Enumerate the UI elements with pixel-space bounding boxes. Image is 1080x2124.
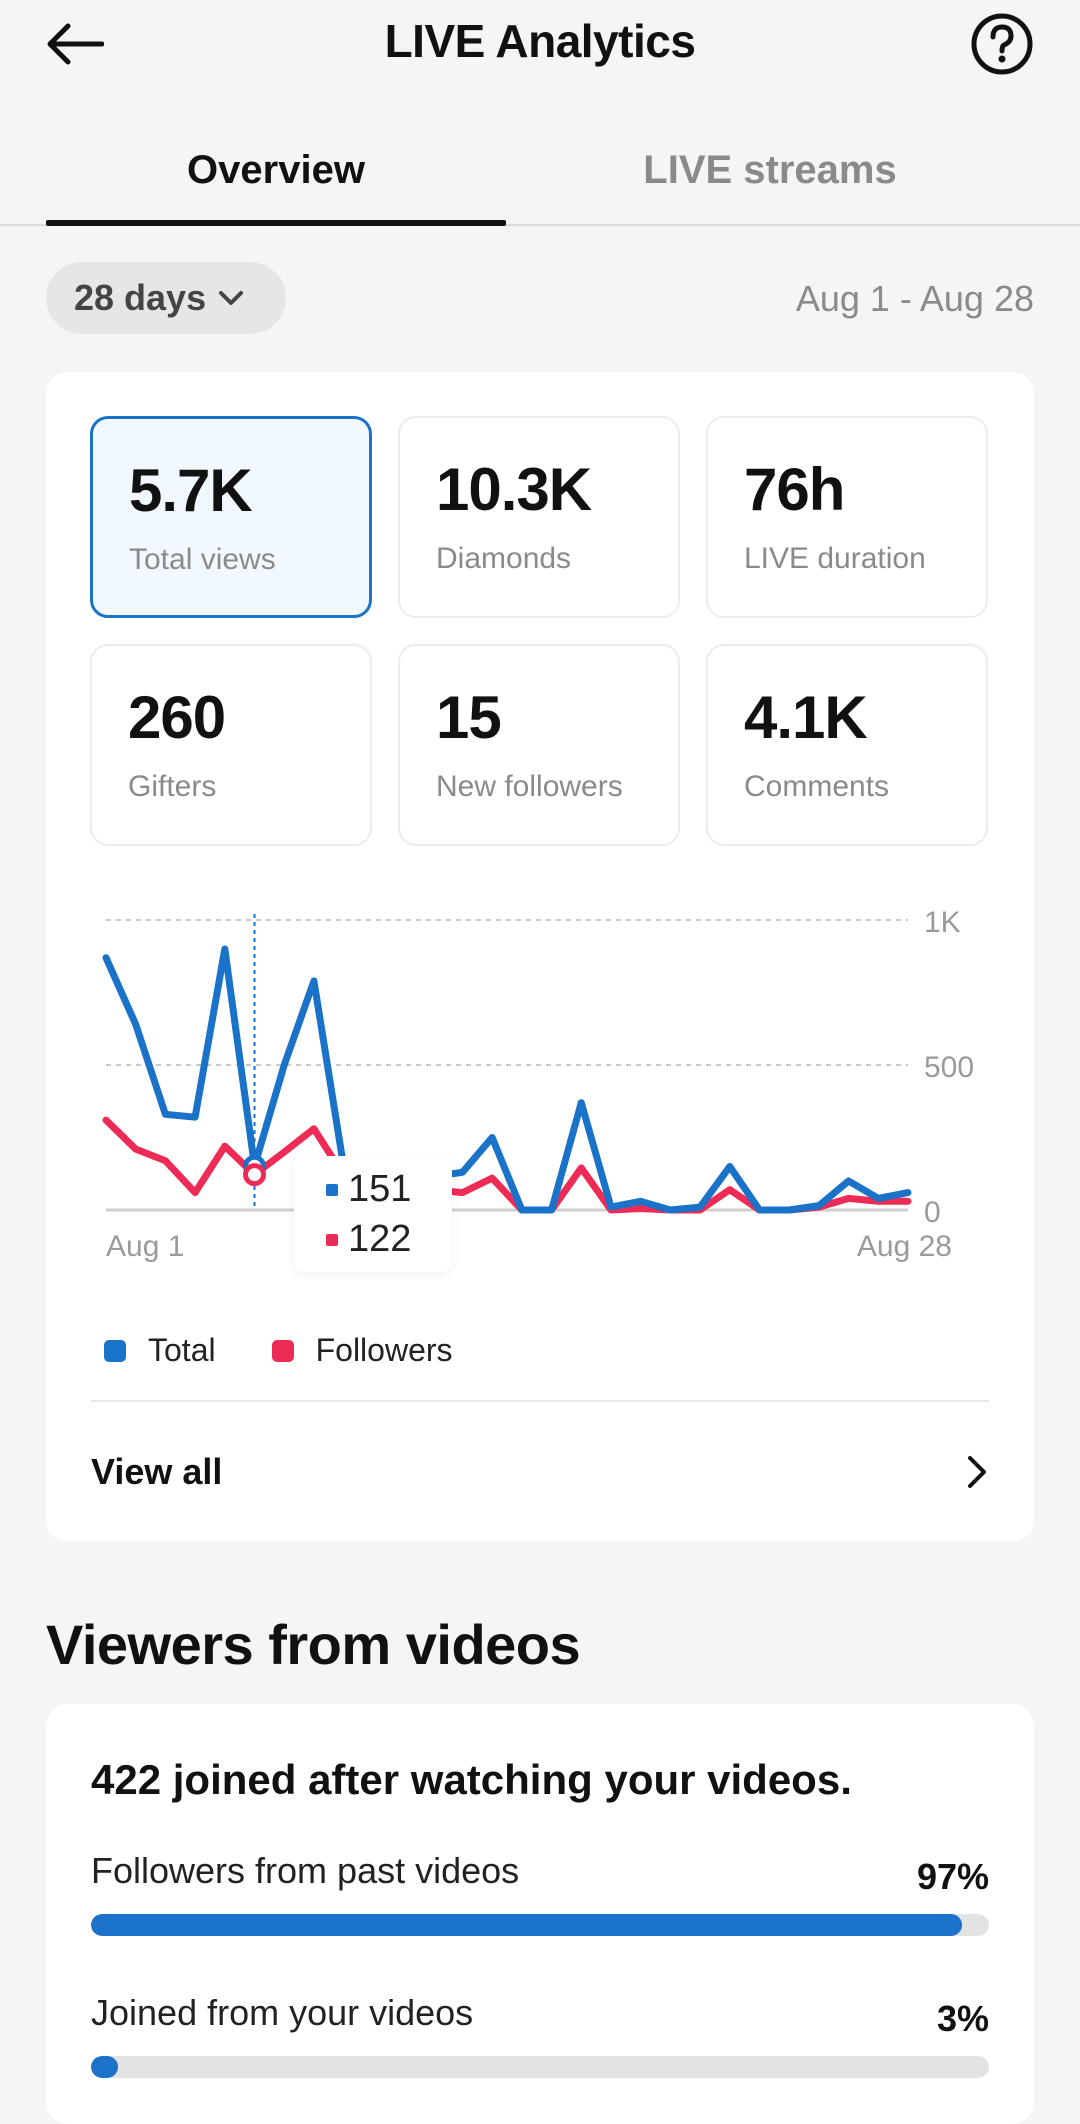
x-tick-label: Aug 1 (106, 1230, 184, 1263)
metric-live-duration[interactable]: 76h LIVE duration (706, 416, 988, 618)
line-chart[interactable]: 1K 500 0 Aug 1 Aug 28 (46, 892, 1034, 1292)
section-title: Viewers from videos (46, 1613, 581, 1676)
metric-new-followers[interactable]: 15 New followers (398, 644, 680, 846)
bar-followers-past-videos: Followers from past videos 97% (91, 1850, 989, 1960)
legend-item-total: Total (104, 1332, 216, 1369)
back-button[interactable] (44, 14, 114, 74)
y-tick-label: 500 (924, 1051, 974, 1084)
legend-swatch-total (104, 1339, 126, 1362)
bar-percent: 3% (936, 1998, 989, 2039)
chart-tooltip: 151 122 (294, 1156, 452, 1272)
chevron-right-icon (968, 1456, 986, 1488)
y-tick-label: 1K (924, 906, 961, 939)
tab-overview[interactable]: Overview (187, 148, 365, 192)
x-tick-label: Aug 28 (857, 1230, 952, 1263)
progress-track (91, 1914, 989, 1936)
views-chart[interactable]: 1K 500 0 Aug 1 Aug 28 (46, 892, 1034, 1292)
question-circle-icon (971, 13, 1033, 75)
active-tab-indicator (46, 220, 506, 226)
series-line-total (102, 945, 912, 1214)
highlight-point-followers (243, 1163, 267, 1187)
metric-diamonds[interactable]: 10.3K Diamonds (398, 416, 680, 618)
divider (91, 1400, 989, 1402)
legend-label: Followers (315, 1332, 453, 1368)
progress-track (91, 2056, 989, 2078)
metric-total-views[interactable]: 5.7K Total views (90, 416, 372, 618)
metric-gifters[interactable]: 260 Gifters (90, 644, 372, 846)
metric-value: 260 (128, 684, 226, 751)
bar-percent: 97% (916, 1856, 989, 1897)
bar-label: Followers from past videos (91, 1850, 520, 1891)
legend-label: Total (148, 1332, 216, 1368)
view-all-button[interactable]: View all (91, 1432, 989, 1512)
header: LIVE Analytics (0, 0, 1080, 90)
metric-value: 5.7K (129, 457, 253, 524)
metric-label: New followers (436, 770, 623, 803)
date-range-text: Aug 1 - Aug 28 (795, 278, 1034, 319)
arrow-left-icon (47, 23, 104, 65)
metric-label: Total views (129, 543, 276, 576)
metric-label: Gifters (128, 770, 217, 803)
chevron-down-icon (219, 291, 244, 305)
page-title: LIVE Analytics (384, 15, 696, 67)
tab-live-streams[interactable]: LIVE streams (643, 148, 897, 192)
metric-label: LIVE duration (744, 542, 926, 575)
tooltip-total-value: 151 (348, 1168, 412, 1210)
bar-joined-from-videos: Joined from your videos 3% (91, 1992, 989, 2102)
total-dot (326, 1183, 338, 1196)
metric-value: 76h (744, 456, 845, 523)
legend-item-followers: Followers (271, 1332, 453, 1369)
date-range-label: 28 days (74, 277, 207, 318)
metric-value: 15 (436, 684, 502, 751)
metric-label: Comments (744, 770, 890, 803)
metric-comments[interactable]: 4.1K Comments (706, 644, 988, 846)
progress-fill (91, 1914, 963, 1936)
metric-label: Diamonds (436, 542, 572, 575)
help-button[interactable] (970, 12, 1034, 76)
date-range-dropdown[interactable]: 28 days (46, 262, 286, 334)
followers-dot (326, 1233, 338, 1246)
viewers-headline: 422 joined after watching your videos. (91, 1756, 852, 1803)
metric-value: 10.3K (436, 456, 592, 523)
view-all-label: View all (91, 1451, 223, 1492)
tooltip-followers-value: 122 (348, 1218, 412, 1260)
analytics-card: 5.7K Total views 10.3K Diamonds 76h LIVE… (46, 372, 1034, 1542)
chart-legend: Total Followers (104, 1332, 453, 1369)
legend-swatch-followers (271, 1339, 294, 1362)
progress-fill (91, 2056, 118, 2078)
tab-bar: Overview LIVE streams (0, 120, 1080, 226)
bar-label: Joined from your videos (91, 1992, 474, 2033)
metric-value: 4.1K (744, 684, 868, 751)
y-tick-label: 0 (924, 1196, 941, 1229)
viewers-card: 422 joined after watching your videos. F… (46, 1704, 1034, 2124)
